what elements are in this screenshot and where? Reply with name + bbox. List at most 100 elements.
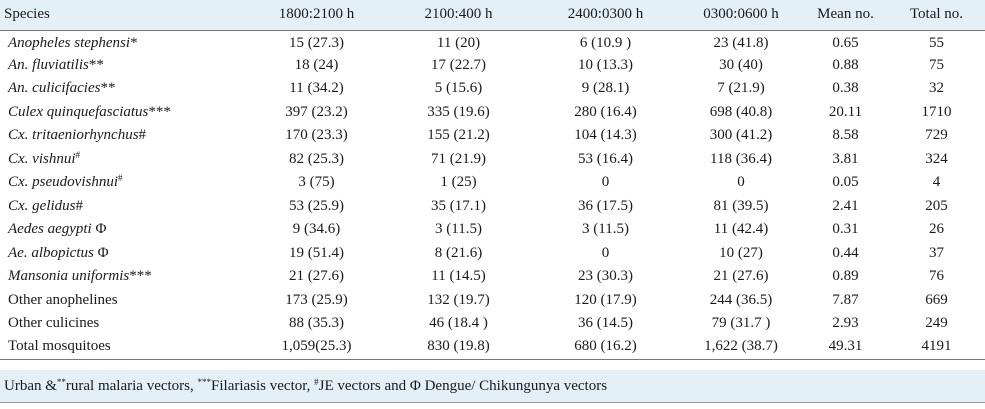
data-cell: 9 (34.6) (292, 221, 341, 238)
column-header: Species (0, 0, 248, 31)
column-header: Total no. (888, 0, 985, 31)
species-name: Aedes aegypti (8, 221, 92, 238)
species-footnote-mark: Φ (93, 244, 109, 261)
data-cell: 23 (30.3) (578, 268, 633, 285)
data-cell: 75 (929, 56, 944, 73)
footnote-text-2: rural malaria vectors, (65, 378, 198, 394)
table-row: Cx. vishnui# 82 (25.3) 71 (21.9) 53 (16.4) 1… (0, 148, 985, 172)
data-cell: 76 (929, 268, 944, 285)
footnote-sup-1: ** (56, 377, 66, 387)
species-name: Cx. gelidus (8, 197, 76, 214)
species-cell: Aedes aegypti Φ (0, 218, 248, 242)
data-cell: 53 (25.9) (289, 197, 344, 214)
data-cell: 0 (601, 244, 610, 261)
column-header: 1800:2100 h (248, 0, 385, 31)
data-cell: 7 (21.9) (717, 80, 765, 97)
species-name: Cx. vishnui (8, 150, 76, 167)
species-name: Mansonia uniformis (8, 268, 130, 285)
table-row: Anopheles stephensi* 15 (27.3) 11 (20) 6 (1… (0, 30, 985, 54)
data-cell: 669 (925, 291, 948, 308)
species-footnote-mark: *** (148, 103, 171, 120)
data-cell: 170 (23.3) (285, 127, 348, 144)
species-cell: Other culicines (0, 312, 248, 336)
column-header: 0300:0600 h (679, 0, 803, 31)
data-cell: 30 (40) (719, 56, 763, 73)
data-cell: 35 (17.1) (431, 197, 486, 214)
table-row: Cx. gelidus# 53 (25.9) 35 (17.1) 36 (17.5) 8… (0, 195, 985, 219)
data-cell: 20.11 (828, 103, 863, 120)
table-row: Cx. pseudovishnui# 3 (75) 1 (25) 0 0 0.05 4 (0, 171, 985, 195)
species-cell: Cx. vishnui# (0, 148, 248, 172)
data-cell: 335 (19.6) (427, 103, 490, 120)
data-cell: 4 (932, 174, 941, 191)
species-footnote-mark: ** (100, 80, 116, 97)
data-cell: 120 (17.9) (574, 291, 637, 308)
table-row: An. culicifacies** 11 (34.2) 5 (15.6) 9 (28… (0, 77, 985, 101)
table-row: Cx. tritaeniorhynchus# 170 (23.3) 155 (21.… (0, 124, 985, 148)
data-cell: 26 (929, 221, 944, 238)
data-cell: 21 (27.6) (289, 268, 344, 285)
data-cell: 0.05 (832, 174, 859, 191)
species-footnote-mark: # (75, 149, 81, 160)
data-cell: 205 (925, 197, 948, 214)
data-cell: 3 (11.5) (435, 221, 482, 238)
data-cell: 1,622 (38.7) (679, 335, 803, 360)
data-cell: 71 (21.9) (431, 150, 486, 167)
species-name: Culex quinquefasciatus (8, 103, 149, 120)
species-footnote-mark: *** (129, 268, 152, 285)
table-row: Ae. albopictus Φ 19 (51.4) 8 (21.6) 0 10 (27… (0, 242, 985, 266)
data-cell: 729 (925, 127, 948, 144)
data-cell: 81 (39.5) (713, 197, 769, 214)
data-cell: 10 (13.3) (578, 56, 633, 73)
data-cell: 1710 (921, 103, 952, 120)
species-name: Ae. albopictus (8, 244, 94, 261)
data-cell: 132 (19.7) (427, 291, 490, 308)
species-cell: Mansonia uniformis*** (0, 265, 248, 289)
species-cell: An. culicifacies** (0, 77, 248, 101)
data-cell: 173 (25.9) (285, 291, 348, 308)
data-cell: 21 (27.6) (713, 268, 769, 285)
data-cell: 680 (16.2) (532, 335, 679, 360)
species-footnote-mark: Φ (91, 221, 107, 238)
species-name: An. culicifacies (8, 80, 101, 97)
data-cell: 118 (36.4) (710, 150, 772, 167)
footnote-text-4: JE vectors and Φ Dengue/ Chikungunya vec… (318, 378, 608, 394)
data-cell: 2.41 (832, 197, 859, 214)
species-cell: Cx. tritaeniorhynchus# (0, 124, 248, 148)
data-cell: 36 (17.5) (578, 197, 633, 214)
species-cell: Anopheles stephensi* (0, 30, 248, 54)
table-row: Mansonia uniformis*** 21 (27.6) 11 (14.5) 2… (0, 265, 985, 289)
footnote-sup-3: # (314, 377, 319, 387)
data-cell: 0 (737, 174, 745, 191)
data-cell: 11 (42.4) (713, 221, 769, 238)
data-cell: 18 (24) (294, 56, 339, 73)
table-row: Aedes aegypti Φ 9 (34.6) 3 (11.5) 3 (11.5) 1… (0, 218, 985, 242)
species-name: Other anophelines (8, 291, 118, 308)
data-cell: 0.31 (832, 221, 859, 238)
footnote-text-1: Urban & (4, 378, 57, 394)
data-cell: 249 (925, 315, 948, 332)
data-cell: 0.38 (832, 80, 859, 97)
table-row: Culex quinquefasciatus*** 397 (23.2) 335 (… (0, 101, 985, 125)
data-cell: 11 (20) (436, 34, 481, 51)
data-cell: 7.87 (832, 291, 859, 308)
data-cell: 0.89 (832, 268, 859, 285)
data-cell: 3.81 (832, 150, 859, 167)
data-cell: 244 (36.5) (709, 291, 773, 308)
species-name: Cx. tritaeniorhynchus (8, 127, 139, 144)
data-cell: 0.44 (832, 244, 859, 261)
data-cell: 53 (16.4) (578, 150, 633, 167)
data-cell: 11 (34.2) (289, 80, 344, 97)
species-cell: Total mosquitoes (0, 335, 248, 360)
species-cell: Ae. albopictus Φ (0, 242, 248, 266)
data-cell: 8 (21.6) (434, 244, 483, 261)
species-name: Other culicines (8, 315, 100, 332)
data-cell: 9 (28.1) (581, 80, 630, 97)
species-cell: Culex quinquefasciatus*** (0, 101, 248, 125)
table-body: Anopheles stephensi* 15 (27.3) 11 (20) 6 (1… (0, 30, 985, 360)
data-cell: 79 (31.7 ) (711, 315, 771, 332)
table-row: An. fluviatilis** 18 (24) 17 (22.7) 10 (13.… (0, 54, 985, 78)
species-cell: Cx. pseudovishnui# (0, 171, 248, 195)
data-cell: 2.93 (832, 315, 859, 332)
